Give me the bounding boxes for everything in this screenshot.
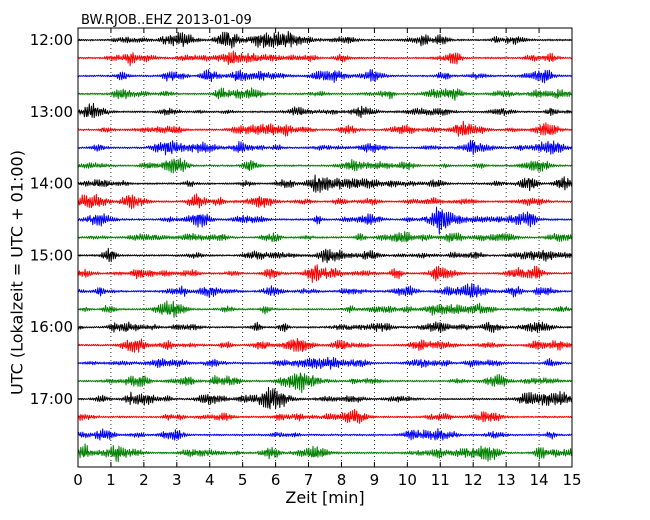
y-axis-ticks: 12:00 13:00 14:00 15:00 16:00 17:00	[30, 31, 572, 408]
trace-1645	[77, 372, 573, 394]
y-tick-label: 13:00	[30, 103, 73, 121]
trace-1615	[77, 338, 573, 353]
x-tick-label: 5	[238, 471, 248, 489]
y-axis-label: UTC (Lokalzeit = UTC + 01:00)	[8, 150, 27, 395]
y-tick-label: 16:00	[30, 318, 73, 336]
chart-title: BW.RJOB..EHZ 2013-01-09	[81, 13, 252, 28]
trace-1230	[77, 69, 573, 84]
seismic-traces	[77, 30, 573, 463]
x-tick-label: 1	[106, 471, 116, 489]
x-tick-label: 13	[497, 471, 516, 489]
trace-1730	[77, 428, 573, 441]
trace-1600	[77, 321, 573, 333]
x-tick-label: 14	[530, 471, 549, 489]
trace-1515	[77, 264, 573, 283]
trace-1530	[78, 283, 573, 298]
y-tick-label: 14:00	[30, 175, 73, 193]
trace-1430	[77, 206, 573, 235]
trace-1545	[77, 300, 573, 318]
plot-frame	[77, 27, 573, 468]
x-tick-label: 4	[205, 471, 215, 489]
x-tick-label: 7	[304, 471, 314, 489]
trace-1700	[77, 386, 573, 410]
x-axis-ticks: 0 1 2 3 4 5 6 7 8 9 10 11 12 13 14 15	[73, 28, 582, 489]
x-tick-label: 15	[562, 471, 581, 489]
x-tick-label: 9	[370, 471, 380, 489]
trace-1200	[77, 30, 573, 49]
trace-1330	[77, 139, 573, 156]
x-axis-label: Zeit [min]	[285, 488, 364, 507]
trace-1300	[77, 102, 573, 119]
y-tick-label: 12:00	[30, 31, 73, 49]
x-tick-label: 2	[139, 471, 149, 489]
x-tick-label: 6	[271, 471, 281, 489]
trace-1245	[77, 87, 573, 101]
trace-1215	[77, 50, 573, 67]
x-tick-label: 8	[337, 471, 347, 489]
x-tick-label: 3	[172, 471, 182, 489]
x-tick-label: 12	[464, 471, 483, 489]
trace-1715	[77, 408, 573, 424]
trace-1345	[77, 157, 573, 174]
trace-1630	[77, 356, 573, 370]
y-tick-label: 17:00	[30, 390, 73, 408]
trace-1315	[77, 120, 573, 137]
trace-1415	[77, 193, 573, 210]
trace-1445	[77, 231, 573, 243]
x-tick-label: 10	[398, 471, 417, 489]
trace-1500	[77, 247, 573, 264]
y-tick-label: 15:00	[30, 246, 73, 264]
trace-1745	[77, 443, 573, 463]
x-tick-label: 0	[73, 471, 83, 489]
x-tick-label: 11	[431, 471, 450, 489]
trace-1400	[77, 174, 573, 193]
